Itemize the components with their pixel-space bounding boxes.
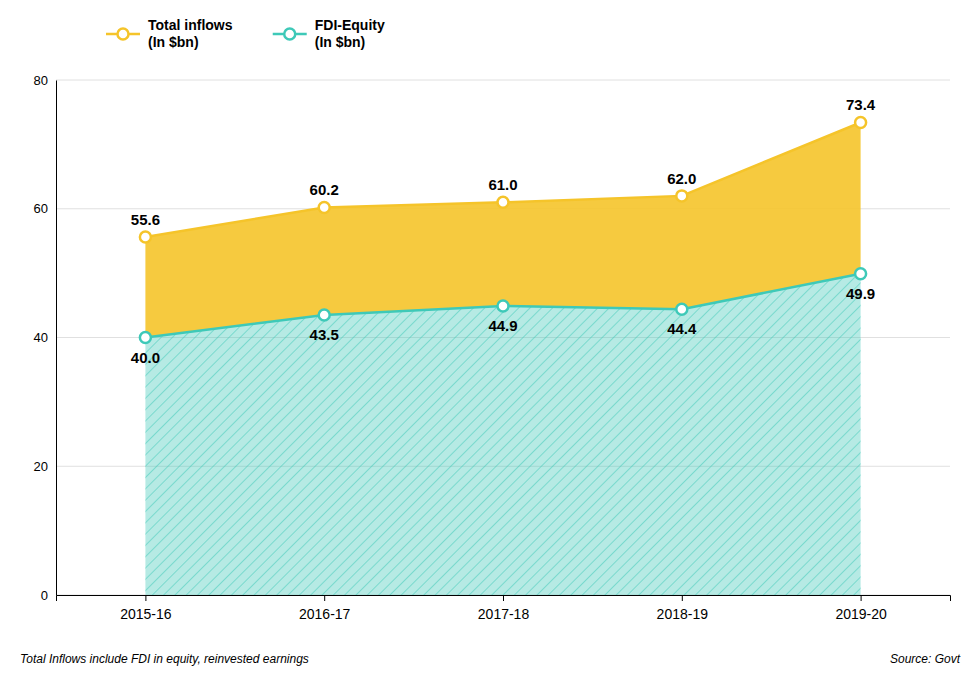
chart-svg: 0204060802015-162016-172017-182018-19201… bbox=[0, 0, 980, 675]
x-tick: 2017-18 bbox=[478, 595, 530, 622]
x-tick: 2018-19 bbox=[657, 595, 709, 622]
data-labels: 55.6 60.2 61.0 62.0 73.4 40.0 43.5 44.9 44.4 49.9 bbox=[131, 96, 876, 365]
x-tick-mark bbox=[682, 595, 683, 601]
x-tick-mark bbox=[145, 595, 146, 601]
x-tick-label: 2016-17 bbox=[299, 606, 351, 622]
x-tick-label: 2018-19 bbox=[657, 606, 709, 622]
y-tick-label: 60 bbox=[34, 201, 48, 216]
data-label: 49.9 bbox=[846, 285, 875, 302]
legend-marker bbox=[284, 29, 295, 40]
x-tick: 2015-16 bbox=[120, 595, 172, 622]
marker bbox=[498, 300, 509, 311]
x-tick-label: 2017-18 bbox=[478, 606, 530, 622]
marker bbox=[676, 190, 687, 201]
marker bbox=[140, 332, 151, 343]
y-tick-label: 40 bbox=[34, 330, 48, 345]
legend-label-line: (In $bn) bbox=[148, 34, 199, 50]
x-tick-label: 2015-16 bbox=[120, 606, 172, 622]
legend-item: Total inflows(In $bn) bbox=[106, 17, 233, 50]
data-label: 43.5 bbox=[310, 326, 339, 343]
x-tick-label: 2019-20 bbox=[835, 606, 887, 622]
x-tick: 2016-17 bbox=[299, 595, 351, 622]
y-axis-line bbox=[56, 81, 57, 596]
legend-label-line: FDI-Equity bbox=[315, 17, 385, 33]
marker bbox=[498, 197, 509, 208]
line bbox=[145, 274, 860, 338]
y-tick-label: 20 bbox=[34, 459, 48, 474]
data-label: 40.0 bbox=[131, 349, 160, 366]
y-tick: 40 bbox=[34, 330, 56, 345]
x-tick: 2019-20 bbox=[835, 595, 887, 622]
x-tick-mark bbox=[503, 595, 504, 601]
plot-area bbox=[140, 117, 866, 595]
y-tick: 20 bbox=[34, 459, 56, 474]
annotations: Total Inflows include FDI in equity, rei… bbox=[20, 652, 961, 666]
x-axis-line bbox=[57, 596, 951, 602]
legend-marker bbox=[118, 29, 129, 40]
annotation: Total Inflows include FDI in equity, rei… bbox=[20, 652, 309, 666]
y-tick: 80 bbox=[34, 73, 56, 88]
data-label: 44.4 bbox=[667, 320, 697, 337]
data-label: 44.9 bbox=[488, 317, 517, 334]
x-tick-mark bbox=[861, 595, 862, 601]
marker bbox=[140, 232, 151, 243]
legend-label: FDI-Equity(In $bn) bbox=[315, 17, 385, 50]
legend-label-line: (In $bn) bbox=[315, 34, 366, 50]
grid bbox=[56, 80, 950, 595]
marker bbox=[855, 268, 866, 279]
marker bbox=[319, 309, 330, 320]
marker bbox=[855, 117, 866, 128]
data-label: 61.0 bbox=[488, 176, 517, 193]
legend-label: Total inflows(In $bn) bbox=[148, 17, 233, 50]
y-tick-label: 0 bbox=[41, 588, 48, 603]
y-tick: 0 bbox=[41, 588, 56, 603]
x-axis: 2015-16 2016-17 2017-18 2018-19 2019-20 bbox=[57, 595, 951, 622]
legend-label-line: Total inflows bbox=[148, 17, 233, 33]
data-label: 55.6 bbox=[131, 211, 160, 228]
area bbox=[145, 274, 860, 595]
area-hatch bbox=[145, 274, 860, 595]
marker bbox=[319, 202, 330, 213]
data-label: 62.0 bbox=[667, 170, 696, 187]
annotation: Source: Govt bbox=[890, 652, 961, 666]
line bbox=[145, 122, 860, 237]
legend: Total inflows(In $bn)FDI-Equity(In $bn) bbox=[106, 17, 385, 50]
y-tick-label: 80 bbox=[34, 73, 48, 88]
y-tick: 60 bbox=[34, 201, 56, 216]
y-axis: 0 20 40 60 80 bbox=[34, 73, 57, 603]
x-tick-mark bbox=[324, 595, 325, 601]
grid-line bbox=[56, 80, 950, 81]
data-label: 60.2 bbox=[310, 181, 339, 198]
chart-container: 0204060802015-162016-172017-182018-19201… bbox=[0, 0, 980, 675]
marker bbox=[676, 304, 687, 315]
legend-item: FDI-Equity(In $bn) bbox=[273, 17, 385, 50]
data-label: 73.4 bbox=[846, 96, 876, 113]
